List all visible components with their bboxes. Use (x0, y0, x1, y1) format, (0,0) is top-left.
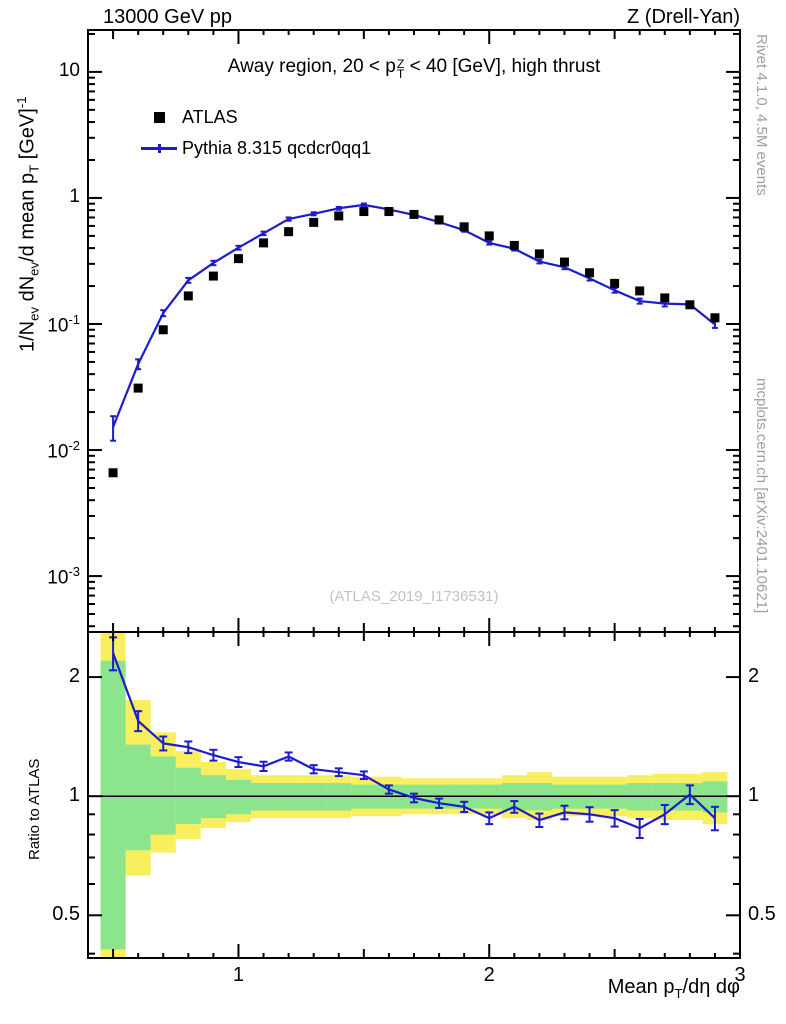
ylabel-sub: ev (26, 261, 42, 276)
ylabel-part: [GeV] (16, 108, 39, 165)
y-axis-tick-label: 10 (58, 59, 80, 81)
ratio-tick-label-left: 0.5 (52, 903, 80, 926)
mcplots-reference-label: mcplots.cern.ch [arXiv:2401.10621] (753, 378, 770, 614)
ylabel-part: dN (16, 275, 39, 307)
pythia-curve (110, 202, 718, 442)
legend: ATLAS Pythia 8.315 qcdcr0qq1 (136, 102, 371, 164)
pythia-line-marker (141, 144, 177, 153)
y-axis-tick-label: 1 (69, 185, 80, 207)
xlabel-part: /dη dφ (682, 976, 740, 998)
x-axis-tick-label: 3 (734, 964, 746, 986)
atlas-data-points (108, 207, 720, 478)
ylabel-sub: T (26, 164, 42, 173)
ratio-tick-label-left: 1 (68, 784, 80, 807)
y-axis-tick-label: 10-2 (47, 438, 80, 463)
x-axis-tick-label: 1 (232, 964, 245, 986)
title-part-sub: T (396, 67, 405, 82)
legend-row-atlas: ATLAS (136, 102, 371, 133)
ratio-tick-label-right: 0.5 (748, 903, 776, 926)
pythia-errorbar-tick (157, 144, 161, 153)
legend-row-pythia: Pythia 8.315 qcdcr0qq1 (136, 133, 371, 164)
title-part-pre: Away region, 20 < p (227, 56, 396, 77)
y-axis-tick-label: 10-1 (47, 311, 80, 337)
ylabel-exponent: -1 (14, 96, 29, 109)
ratio-curve (109, 636, 719, 840)
title-part-post: < 40 [GeV], high thrust (404, 56, 601, 77)
title-part-sup: Z (396, 57, 405, 72)
y-axis-tick-label: 10-3 (47, 564, 80, 589)
ratio-tick-label-right: 2 (748, 665, 760, 688)
analysis-watermark: (ATLAS_2019_I1736531) (329, 588, 499, 605)
xlabel-sub: T (674, 986, 683, 1001)
axis-ticks (88, 30, 740, 958)
ratio-tick-label-left: 2 (68, 665, 80, 688)
legend-label-atlas: ATLAS (182, 107, 238, 127)
atlas-square-marker (153, 112, 165, 123)
legend-marker-cell (136, 144, 182, 153)
x-axis-tick-label: 2 (483, 964, 495, 986)
beam-energy-label: 13000 GeV pp (103, 6, 232, 28)
x-axis-label: Mean pT/dη dφ (608, 976, 740, 1001)
ratio-tick-label-right: 1 (748, 784, 760, 807)
legend-label-pythia: Pythia 8.315 qcdcr0qq1 (182, 138, 372, 158)
process-label: Z (Drell-Yan) (627, 6, 740, 28)
legend-marker-cell (136, 112, 182, 123)
xlabel-part: Mean p (607, 976, 675, 998)
y-axis-label-ratio: Ratio to ATLAS (26, 758, 43, 860)
rivet-version-label: Rivet 4.1.0, 4.5M events (753, 34, 770, 196)
